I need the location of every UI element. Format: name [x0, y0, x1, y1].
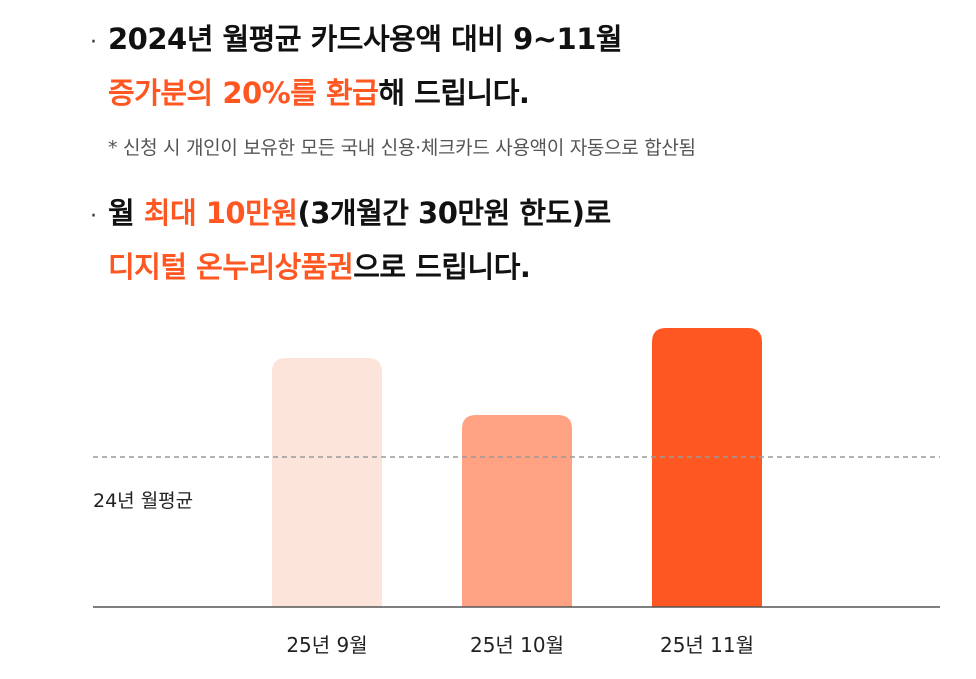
- bullet-dot: ·: [90, 204, 97, 229]
- headline-voucher-line1: · 월 최대 10만원(3개월간 30만원 한도)로: [90, 188, 611, 242]
- voucher-max-highlight: 최대 10만원: [143, 196, 298, 230]
- voucher-limit-text: (3개월간 30만원 한도)로: [297, 196, 611, 230]
- voucher-rest: 으로 드립니다.: [353, 250, 531, 284]
- headline-refund-line1: · 2024년 월평균 카드사용액 대비 9~11월: [90, 14, 623, 68]
- voucher-type-highlight: 디지털 온누리상품권: [108, 250, 354, 284]
- bar-1: [272, 358, 382, 607]
- x-tick-label: 25년 9월: [286, 633, 368, 657]
- headline-voucher-line2: 디지털 온누리상품권으로 드립니다.: [90, 242, 611, 292]
- headline-refund-line2: 증가분의 20%를 환급해 드립니다.: [90, 68, 622, 118]
- average-label: 24년 월평균: [93, 490, 194, 512]
- headline-voucher: · 월 최대 10만원(3개월간 30만원 한도)로 디지털 온누리상품권으로 드…: [90, 188, 611, 292]
- refund-rest: 해 드립니다.: [378, 76, 530, 110]
- bar-2: [462, 415, 572, 607]
- x-tick-label: 25년 11월: [659, 633, 755, 657]
- voucher-pre: 월: [108, 196, 144, 230]
- headline-refund-text: 2024년 월평균 카드사용액 대비 9~11월: [108, 22, 623, 56]
- bullet-dot: ·: [90, 30, 97, 55]
- footnote: * 신청 시 개인이 보유한 모든 국내 신용·체크카드 사용액이 자동으로 합…: [108, 137, 696, 159]
- headline-refund: · 2024년 월평균 카드사용액 대비 9~11월 증가분의 20%를 환급해 …: [90, 14, 623, 118]
- x-tick-label: 25년 10월: [469, 633, 565, 657]
- refund-highlight: 증가분의 20%를 환급: [108, 76, 379, 110]
- bar-3: [652, 328, 762, 607]
